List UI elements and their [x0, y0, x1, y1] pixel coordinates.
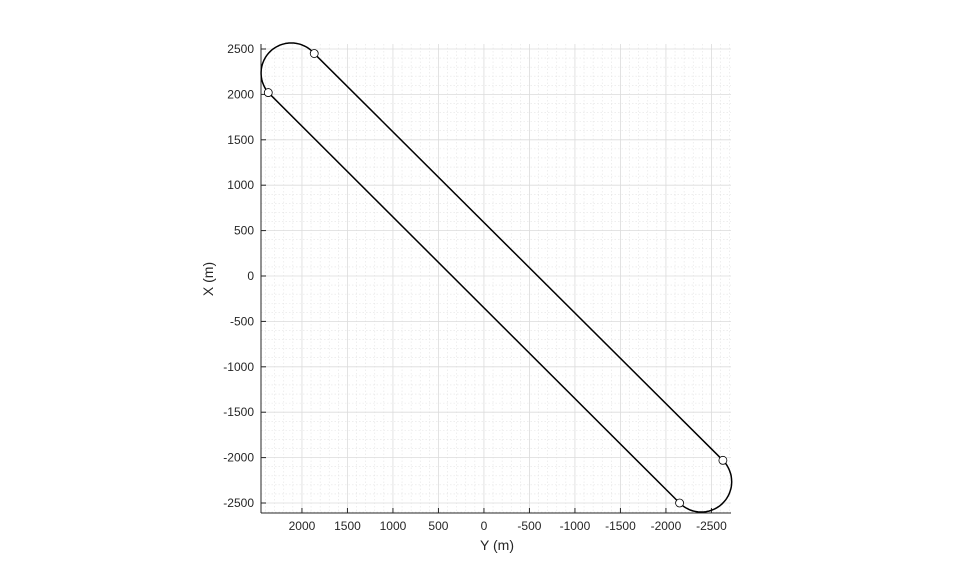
waypoint-marker [263, 88, 273, 97]
track-turn [679, 459, 733, 513]
track-turn [260, 42, 315, 94]
x-tick-label: -1500 [605, 519, 636, 533]
y-tick-label: 500 [234, 224, 254, 238]
y-tick-label: 1000 [227, 178, 254, 192]
x-tick-label: 2000 [289, 519, 316, 533]
waypoint-marker [309, 49, 319, 58]
y-tick-label: -1500 [223, 405, 254, 419]
y-tick-label: 2000 [227, 87, 254, 101]
waypoint-marker [718, 455, 728, 465]
y-tick-label: -2000 [223, 451, 254, 465]
x-tick-label: -1000 [560, 519, 591, 533]
x-axis-label: Y (m) [480, 537, 514, 553]
y-tick-label: 2500 [227, 42, 254, 56]
x-tick-label: 500 [428, 519, 448, 533]
track-straight-lower [267, 92, 681, 504]
x-tick-label: 1000 [380, 519, 407, 533]
y-tick-label: -500 [230, 314, 254, 328]
waypoint-marker [675, 498, 684, 508]
x-tick-label: -2000 [651, 519, 682, 533]
y-axis-label: X (m) [200, 262, 216, 296]
y-tick-label: -2500 [223, 496, 254, 510]
x-tick-label: -2500 [696, 519, 727, 533]
x-tick-label: 0 [481, 519, 488, 533]
y-tick-label: 0 [247, 269, 254, 283]
y-tick-label: -1000 [223, 360, 254, 374]
ticks: 2000 1500 1000 500 0 -500 -1000 -1500 -2000 -2500… [223, 42, 731, 533]
track-straight-upper [313, 53, 724, 461]
x-tick-label: 1500 [334, 519, 361, 533]
y-tick-label: 1500 [227, 133, 254, 147]
track [260, 42, 733, 513]
waypoints [263, 49, 728, 508]
grid [261, 44, 731, 513]
x-tick-label: -500 [517, 519, 541, 533]
